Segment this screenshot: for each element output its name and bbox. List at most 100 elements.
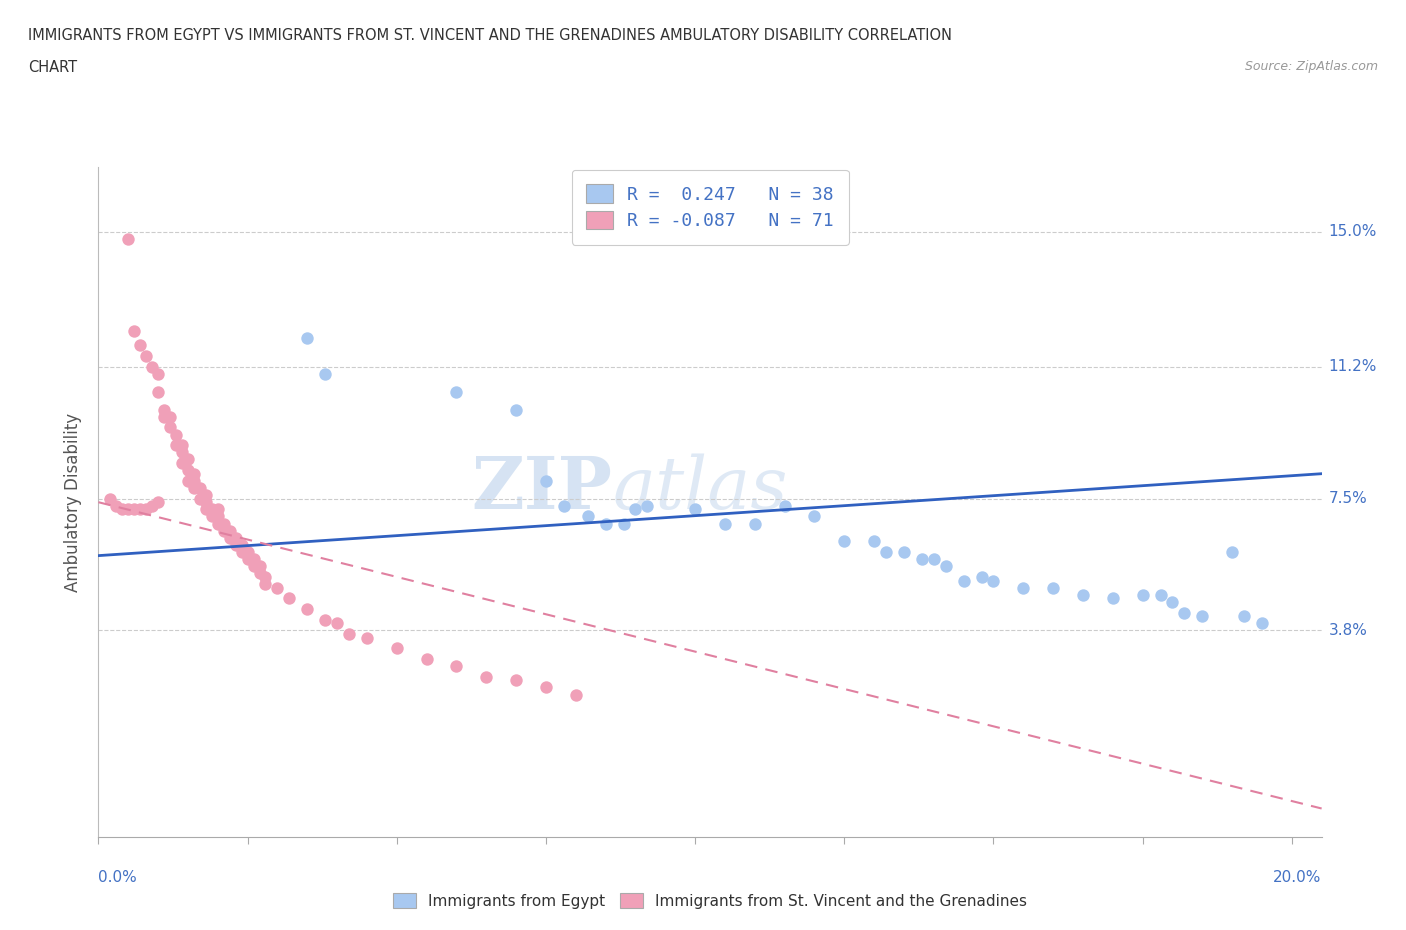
- Point: [129, 502, 152, 517]
- Point: [744, 516, 766, 531]
- Text: Source: ZipAtlas.com: Source: ZipAtlas.com: [1244, 60, 1378, 73]
- Point: [177, 473, 200, 488]
- Point: [141, 498, 163, 513]
- Point: [1220, 545, 1243, 560]
- Point: [1173, 605, 1195, 620]
- Point: [117, 232, 139, 246]
- Point: [236, 545, 259, 560]
- Text: 3.8%: 3.8%: [1329, 623, 1368, 638]
- Point: [314, 612, 336, 627]
- Point: [129, 338, 152, 352]
- Point: [207, 509, 229, 524]
- Point: [111, 502, 134, 517]
- Point: [183, 481, 205, 496]
- Point: [242, 551, 264, 566]
- Text: 0.0%: 0.0%: [98, 870, 138, 884]
- Point: [297, 331, 319, 346]
- Point: [565, 687, 588, 702]
- Point: [159, 420, 181, 435]
- Point: [505, 672, 527, 687]
- Point: [385, 641, 408, 656]
- Point: [153, 402, 176, 417]
- Point: [683, 502, 706, 517]
- Point: [135, 349, 157, 364]
- Point: [135, 502, 157, 517]
- Point: [1191, 609, 1213, 624]
- Point: [475, 670, 498, 684]
- Point: [297, 602, 319, 617]
- Point: [636, 498, 658, 513]
- Point: [595, 516, 617, 531]
- Point: [225, 538, 247, 552]
- Point: [194, 495, 217, 510]
- Y-axis label: Ambulatory Disability: Ambulatory Disability: [65, 413, 83, 591]
- Point: [170, 456, 193, 471]
- Point: [446, 658, 468, 673]
- Point: [146, 384, 169, 399]
- Point: [505, 402, 527, 417]
- Point: [177, 463, 200, 478]
- Point: [207, 516, 229, 531]
- Point: [153, 409, 176, 424]
- Point: [576, 509, 599, 524]
- Point: [893, 545, 915, 560]
- Point: [236, 551, 259, 566]
- Point: [446, 384, 468, 399]
- Point: [266, 580, 288, 595]
- Point: [803, 509, 825, 524]
- Point: [415, 652, 437, 667]
- Point: [194, 502, 217, 517]
- Point: [337, 627, 360, 642]
- Point: [970, 569, 993, 584]
- Point: [231, 545, 253, 560]
- Point: [1251, 616, 1274, 631]
- Point: [207, 502, 229, 517]
- Point: [165, 427, 187, 442]
- Point: [249, 559, 271, 574]
- Point: [832, 534, 855, 549]
- Point: [225, 530, 247, 545]
- Point: [983, 573, 1005, 588]
- Text: ZIP: ZIP: [471, 453, 612, 525]
- Point: [1132, 588, 1154, 603]
- Point: [624, 502, 647, 517]
- Point: [177, 452, 200, 467]
- Text: 20.0%: 20.0%: [1274, 870, 1322, 884]
- Text: IMMIGRANTS FROM EGYPT VS IMMIGRANTS FROM ST. VINCENT AND THE GRENADINES AMBULATO: IMMIGRANTS FROM EGYPT VS IMMIGRANTS FROM…: [28, 28, 952, 43]
- Point: [170, 445, 193, 459]
- Point: [534, 680, 557, 695]
- Point: [146, 366, 169, 381]
- Point: [218, 530, 240, 545]
- Point: [183, 466, 205, 481]
- Point: [188, 491, 211, 506]
- Text: CHART: CHART: [28, 60, 77, 75]
- Point: [122, 324, 145, 339]
- Point: [194, 487, 217, 502]
- Point: [242, 559, 264, 574]
- Point: [159, 409, 181, 424]
- Point: [326, 616, 349, 631]
- Point: [1101, 591, 1123, 605]
- Point: [922, 551, 945, 566]
- Point: [98, 491, 121, 506]
- Point: [141, 359, 163, 374]
- Point: [146, 495, 169, 510]
- Point: [612, 516, 634, 531]
- Point: [773, 498, 796, 513]
- Point: [714, 516, 737, 531]
- Point: [201, 502, 224, 517]
- Point: [534, 473, 557, 488]
- Point: [218, 524, 240, 538]
- Point: [183, 473, 205, 488]
- Point: [1149, 588, 1171, 603]
- Point: [952, 573, 974, 588]
- Point: [875, 545, 897, 560]
- Point: [278, 591, 301, 605]
- Point: [212, 516, 235, 531]
- Text: atlas: atlas: [612, 454, 787, 525]
- Point: [231, 538, 253, 552]
- Point: [254, 569, 277, 584]
- Point: [1012, 580, 1035, 595]
- Point: [165, 438, 187, 453]
- Text: 7.5%: 7.5%: [1329, 491, 1368, 506]
